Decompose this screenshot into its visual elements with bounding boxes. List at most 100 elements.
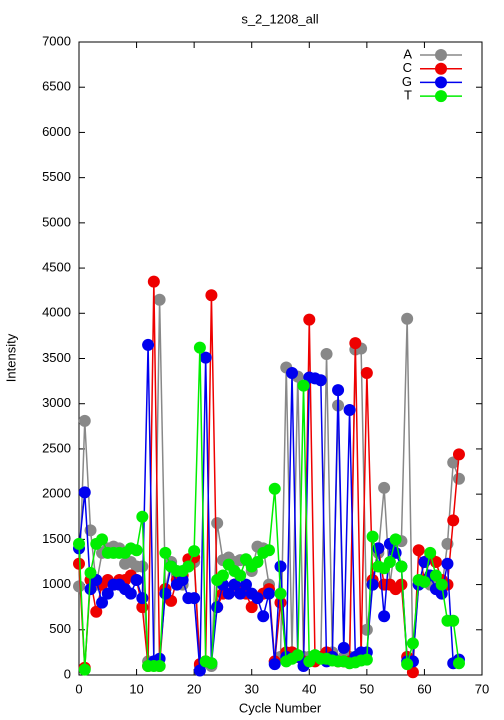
point bbox=[211, 517, 224, 530]
x-tick-label: 50 bbox=[360, 681, 374, 696]
point bbox=[452, 472, 465, 485]
point bbox=[401, 658, 414, 671]
y-tick-label: 3500 bbox=[42, 350, 71, 365]
point bbox=[257, 610, 270, 623]
y-tick-label: 0 bbox=[64, 666, 71, 681]
point bbox=[101, 587, 114, 600]
point bbox=[435, 587, 448, 600]
point bbox=[142, 338, 155, 351]
point bbox=[159, 587, 172, 600]
legend-marker bbox=[435, 90, 447, 103]
x-tick-label: 0 bbox=[75, 681, 82, 696]
point bbox=[136, 592, 149, 605]
point bbox=[314, 374, 327, 387]
x-tick-label: 60 bbox=[417, 681, 431, 696]
y-tick-label: 6000 bbox=[42, 124, 71, 139]
point bbox=[452, 657, 465, 670]
legend-label: G bbox=[402, 74, 412, 89]
x-tick-label: 40 bbox=[302, 681, 316, 696]
point bbox=[78, 486, 91, 499]
y-tick-label: 4000 bbox=[42, 305, 71, 320]
point bbox=[435, 578, 448, 591]
point bbox=[216, 569, 229, 582]
x-tick-label: 30 bbox=[244, 681, 258, 696]
point bbox=[176, 574, 189, 587]
point bbox=[378, 481, 391, 494]
point bbox=[130, 544, 143, 557]
point bbox=[343, 404, 356, 417]
point bbox=[424, 546, 437, 559]
point bbox=[406, 637, 419, 650]
point bbox=[90, 605, 103, 618]
point bbox=[401, 312, 414, 325]
point bbox=[360, 623, 373, 636]
point bbox=[182, 560, 195, 573]
point bbox=[366, 530, 379, 543]
y-tick-label: 1500 bbox=[42, 531, 71, 546]
point bbox=[262, 587, 275, 600]
point bbox=[291, 649, 304, 662]
point bbox=[84, 566, 97, 579]
point bbox=[332, 384, 345, 397]
legend-label: A bbox=[403, 46, 412, 61]
point bbox=[188, 592, 201, 605]
point bbox=[378, 610, 391, 623]
point bbox=[268, 482, 281, 495]
point bbox=[383, 555, 396, 568]
point bbox=[262, 544, 275, 557]
point bbox=[199, 351, 212, 364]
point bbox=[349, 337, 362, 350]
point bbox=[147, 275, 160, 288]
point bbox=[228, 578, 241, 591]
point bbox=[211, 601, 224, 614]
y-tick-label: 3000 bbox=[42, 395, 71, 410]
point bbox=[78, 414, 91, 427]
point bbox=[251, 555, 264, 568]
point bbox=[274, 587, 287, 600]
point bbox=[73, 580, 85, 593]
point bbox=[84, 583, 97, 596]
y-axis-label: Intensity bbox=[3, 333, 18, 382]
point bbox=[159, 546, 172, 559]
point bbox=[452, 448, 465, 461]
legend-marker bbox=[435, 49, 447, 61]
point bbox=[389, 533, 402, 546]
y-tick-label: 2500 bbox=[42, 440, 71, 455]
legend-label: C bbox=[403, 60, 412, 75]
point bbox=[153, 293, 166, 306]
point bbox=[193, 341, 206, 354]
legend-marker bbox=[435, 62, 447, 75]
point bbox=[320, 347, 333, 360]
point bbox=[78, 663, 91, 676]
point bbox=[124, 587, 137, 600]
point bbox=[337, 641, 350, 654]
point bbox=[395, 578, 408, 591]
point bbox=[447, 514, 460, 527]
point bbox=[251, 592, 264, 605]
legend-marker bbox=[435, 76, 447, 89]
point bbox=[130, 574, 143, 587]
point bbox=[366, 578, 379, 591]
point bbox=[297, 379, 310, 392]
x-tick-label: 10 bbox=[129, 681, 143, 696]
x-tick-label: 70 bbox=[475, 681, 489, 696]
point bbox=[360, 653, 373, 666]
point bbox=[418, 575, 431, 588]
point bbox=[447, 614, 460, 627]
y-tick-label: 2000 bbox=[42, 486, 71, 501]
point bbox=[395, 560, 408, 573]
x-axis-label: Cycle Number bbox=[239, 700, 322, 715]
y-tick-label: 5000 bbox=[42, 214, 71, 229]
point bbox=[286, 366, 299, 379]
chart-title: s_2_1208_all bbox=[241, 11, 318, 26]
point bbox=[268, 658, 281, 671]
y-tick-label: 7000 bbox=[42, 33, 71, 48]
point bbox=[239, 578, 252, 591]
point bbox=[429, 569, 442, 582]
point bbox=[274, 560, 287, 573]
point bbox=[73, 557, 85, 570]
point bbox=[193, 664, 206, 677]
x-tick-label: 20 bbox=[187, 681, 201, 696]
